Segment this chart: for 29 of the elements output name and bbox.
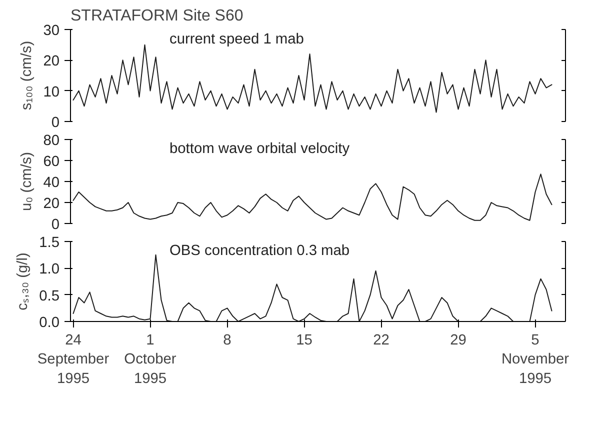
y-axis-title: s₁₀₀ (cm/s): [19, 40, 36, 110]
annotation: OBS concentration 0.3 mab: [170, 243, 350, 260]
y-tick-label: 0.5: [39, 288, 60, 304]
annotation: bottom wave orbital velocity: [170, 141, 350, 158]
x-tick-label: 1 October 1995: [124, 332, 176, 387]
y-tick-label: 1.0: [39, 262, 60, 278]
annotation: current speed 1 mab: [170, 31, 304, 48]
y-tick-label: 1.5: [39, 235, 60, 251]
y-tick-label: 10: [43, 84, 60, 100]
y-tick-label: 0.0: [39, 315, 60, 331]
x-tick-label: 22: [373, 332, 390, 348]
y-tick-label: 30: [43, 23, 60, 39]
x-tick-label: 15: [296, 332, 312, 348]
y-tick-label: 0: [51, 217, 60, 233]
x-tick-label: 29: [450, 332, 466, 348]
y-tick-label: 20: [43, 196, 60, 212]
x-tick-label: 24 September 1995: [37, 332, 110, 387]
line-series: [72, 254, 552, 322]
chart-title: STRATAFORM Site S60: [70, 8, 244, 24]
y-tick-label: 80: [43, 133, 60, 149]
y-tick-label: 40: [43, 175, 60, 191]
y-tick-label: 20: [43, 54, 60, 70]
x-tick-label: 5 November 1995: [501, 332, 570, 387]
y-axis-title: cₛ,₃₀ (g/l): [15, 252, 32, 310]
y-tick-label: 0: [51, 115, 60, 131]
line-series: [72, 174, 552, 221]
y-axis-title: u₀ (cm/s): [19, 152, 36, 211]
x-tick-label: 8: [223, 332, 232, 348]
y-tick-label: 60: [43, 154, 60, 170]
